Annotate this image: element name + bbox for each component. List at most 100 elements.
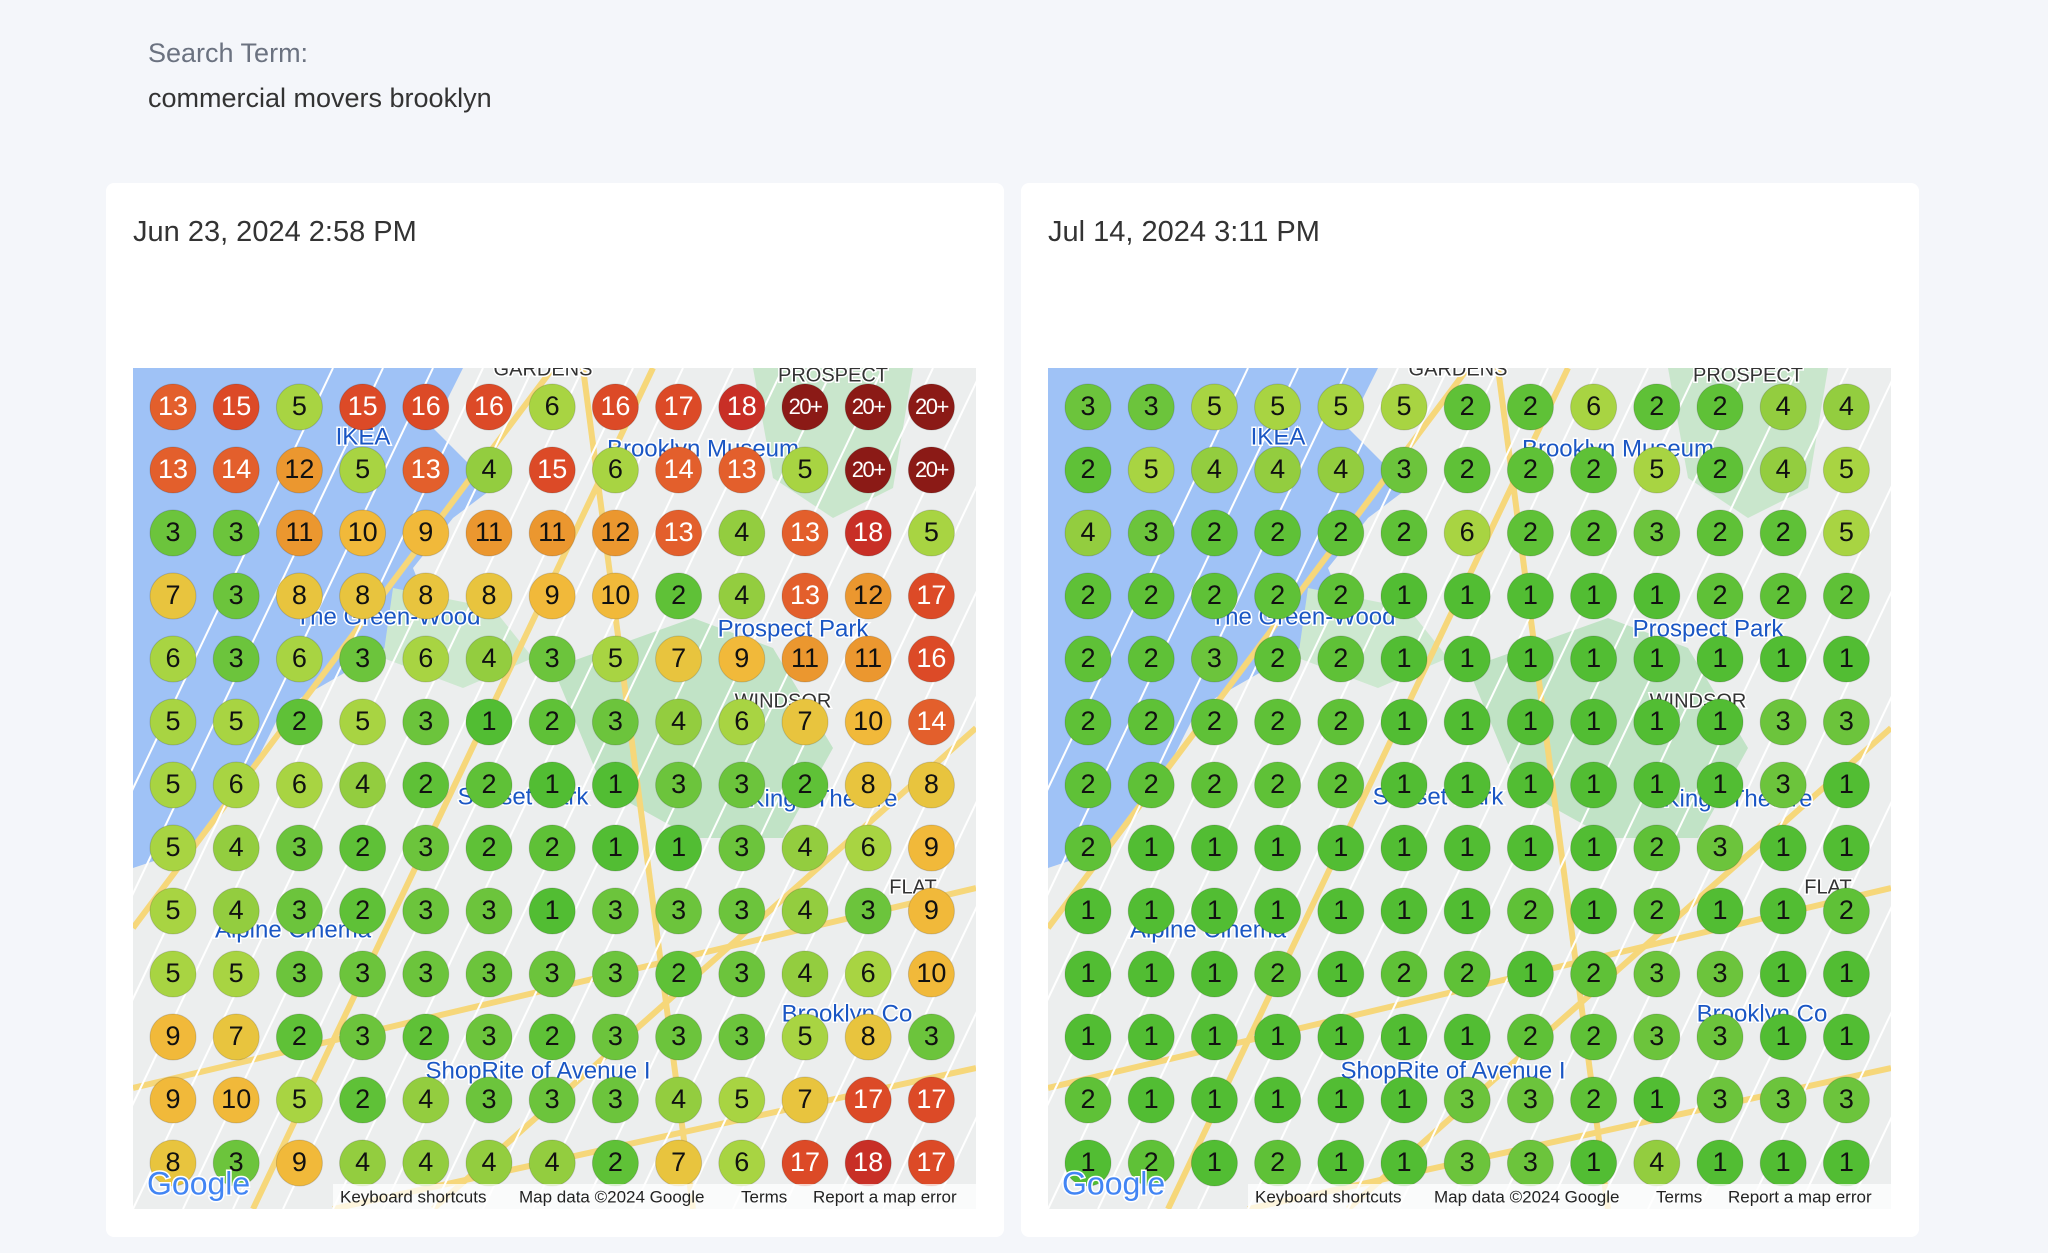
rank-circle <box>781 824 829 872</box>
rank-value: 2 <box>1144 1147 1159 1177</box>
map-street <box>632 485 976 1209</box>
rank-circle <box>1633 824 1681 872</box>
rank-circle <box>1506 950 1554 998</box>
rank-pin: 8 <box>907 761 955 809</box>
rank-value: 1 <box>1839 958 1854 988</box>
rank-value: 14 <box>664 454 694 484</box>
rank-value: 1 <box>1586 643 1601 673</box>
rank-value: 6 <box>1460 517 1475 547</box>
map-attribution[interactable]: Terms <box>1656 1187 1702 1206</box>
rank-circle <box>718 509 766 557</box>
rank-value: 1 <box>1460 895 1475 925</box>
rank-circle <box>1190 509 1238 557</box>
rank-circle <box>907 383 955 431</box>
rank-value: 4 <box>229 895 244 925</box>
rank-value: 1 <box>1333 1021 1348 1051</box>
rank-circle <box>1633 509 1681 557</box>
map-attribution[interactable]: Map data ©2024 Google <box>519 1187 705 1206</box>
rank-circle <box>402 635 450 683</box>
map-attribution[interactable]: Report a map error <box>1728 1187 1872 1206</box>
rank-circle <box>149 761 197 809</box>
rank-circle <box>844 1076 892 1124</box>
rank-value: 1 <box>671 832 686 862</box>
rank-pin: 1 <box>1822 950 1870 998</box>
rank-pin: 1 <box>1570 698 1618 746</box>
rank-circle <box>1127 1139 1175 1187</box>
rank-pin: 3 <box>149 509 197 557</box>
rank-circle <box>591 509 639 557</box>
rank-circle <box>465 383 513 431</box>
map-attribution[interactable]: Terms <box>741 1187 787 1206</box>
rank-circle <box>1127 950 1175 998</box>
rank-circle <box>844 698 892 746</box>
rank-circle <box>1506 887 1554 935</box>
map-attribution[interactable]: Report a map error <box>813 1187 957 1206</box>
rank-pin: 1 <box>1380 1139 1428 1187</box>
rank-pin: 4 <box>1064 509 1112 557</box>
rank-value: 2 <box>545 832 560 862</box>
map-attribution[interactable]: Keyboard shortcuts <box>1255 1187 1401 1206</box>
rank-pin: 2 <box>1064 1076 1112 1124</box>
rank-value: 2 <box>1586 958 1601 988</box>
rank-value: 4 <box>734 517 749 547</box>
rank-pin: 1 <box>1696 887 1744 935</box>
rank-pin: 4 <box>1190 446 1238 494</box>
rank-circle <box>1127 1076 1175 1124</box>
map-street <box>133 368 334 791</box>
rank-value: 10 <box>853 706 883 736</box>
rank-circle <box>1380 824 1428 872</box>
map-street <box>1747 906 1891 1209</box>
rank-value: 2 <box>1207 769 1222 799</box>
rank-pin: 1 <box>1759 824 1807 872</box>
rank-pin: 2 <box>1064 761 1112 809</box>
rank-circle <box>781 887 829 935</box>
rank-circle <box>781 950 829 998</box>
map-attribution[interactable]: Keyboard shortcuts <box>340 1187 486 1206</box>
rank-value: 2 <box>1270 517 1285 547</box>
rank-value: 1 <box>1396 769 1411 799</box>
rank-value: 2 <box>545 1021 560 1051</box>
rank-value: 1 <box>1586 769 1601 799</box>
map-street <box>832 906 976 1209</box>
rank-pin: 4 <box>339 1139 387 1187</box>
rank-pin: 2 <box>1254 761 1302 809</box>
rank-pin: 3 <box>528 1076 576 1124</box>
rank-value: 4 <box>1839 391 1854 421</box>
map-street <box>882 1011 976 1209</box>
rank-value: 3 <box>1144 517 1159 547</box>
rank-value: 1 <box>1776 1147 1791 1177</box>
map-label: Brooklyn Co <box>782 1000 913 1027</box>
rank-circle <box>1064 887 1112 935</box>
map-street <box>1547 485 1891 1209</box>
map-label: The Green-Wood <box>296 603 481 630</box>
rank-pin: 11 <box>844 635 892 683</box>
rank-pin: 4 <box>1254 446 1302 494</box>
rank-value: 4 <box>481 1147 496 1177</box>
report-card: Jul 14, 2024 3:11 PMAGR:1.964.63ATGR:1.9… <box>1021 183 1919 1237</box>
rank-circle <box>718 383 766 431</box>
map-road <box>1165 368 1571 1209</box>
rank-pin: 3 <box>465 1013 513 1061</box>
rank-circle <box>275 509 323 557</box>
rank-value: 6 <box>608 454 623 484</box>
rank-pin: 15 <box>339 383 387 431</box>
rank-circle <box>1570 887 1618 935</box>
rank-value: 4 <box>418 1147 433 1177</box>
attribution-bar <box>1248 1184 1891 1209</box>
rank-pin: 2 <box>1254 572 1302 620</box>
rank-value: 5 <box>1649 454 1664 484</box>
rank-pin: 2 <box>1443 950 1491 998</box>
rank-pin: 2 <box>1190 572 1238 620</box>
rank-value: 1 <box>1523 643 1538 673</box>
rank-value: 1 <box>1333 832 1348 862</box>
rank-pin: 1 <box>1254 887 1302 935</box>
rank-value: 6 <box>165 643 180 673</box>
rank-pin: 2 <box>1317 698 1365 746</box>
rank-pin: 1 <box>1822 1139 1870 1187</box>
rank-pin: 2 <box>1822 572 1870 620</box>
rank-value: 3 <box>165 517 180 547</box>
rank-pin: 3 <box>655 1013 703 1061</box>
rank-circle <box>149 383 197 431</box>
rank-pin: 20+ <box>844 446 892 494</box>
map-attribution[interactable]: Map data ©2024 Google <box>1434 1187 1620 1206</box>
